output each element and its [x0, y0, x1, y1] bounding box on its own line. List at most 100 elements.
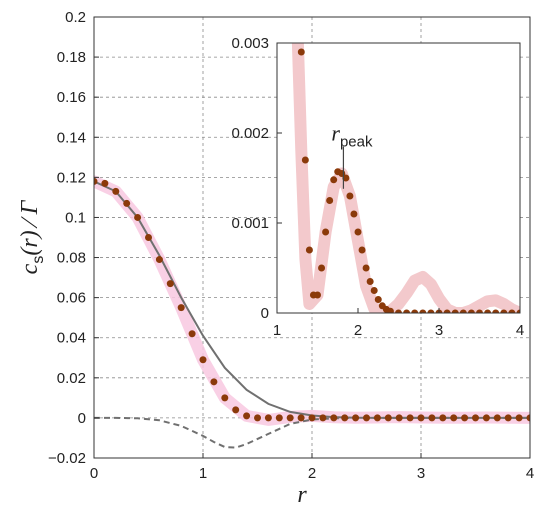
main-series-dot	[461, 414, 469, 422]
main-y-tick-label: 0.1	[65, 209, 86, 226]
inset-series-dot	[419, 309, 427, 313]
main-series-dot	[363, 414, 370, 422]
main-series-dot	[232, 406, 240, 414]
inset-series-dot	[346, 192, 354, 200]
inset-y-tick-label: 0	[261, 305, 269, 322]
inset-series-dot	[386, 307, 394, 313]
main-x-axis-title: r	[297, 482, 307, 508]
inset-series-dot	[370, 287, 378, 294]
inset-y-tick-label: 0.003	[231, 35, 269, 52]
main-series-dot	[439, 414, 447, 422]
inset-x-tick-label: 2	[354, 322, 362, 339]
main-x-tick-label: 2	[308, 465, 316, 482]
inset-series-dot	[500, 309, 508, 313]
main-series-dot	[254, 414, 261, 422]
inset-series-dot	[484, 309, 492, 313]
main-series-group	[94, 175, 530, 449]
main-series-dot	[210, 378, 218, 386]
inset-series-dot	[516, 309, 520, 313]
main-x-tick-label: 3	[417, 465, 425, 482]
main-y-axis-title: cs(r) ∕ Γ	[17, 199, 47, 274]
inset-series-dot	[508, 309, 516, 313]
main-series-dot	[373, 414, 381, 422]
main-x-tick-label: 0	[90, 465, 98, 482]
inset-series-dot	[374, 296, 382, 303]
inset-series-dot	[443, 309, 451, 313]
y-title-sep: ∕	[17, 214, 43, 230]
main-y-tick-label: 0.16	[57, 89, 86, 106]
main-series-dot	[319, 414, 327, 422]
main-series-dot	[286, 414, 294, 422]
main-series-dot	[493, 414, 501, 422]
inset-series-dot	[403, 309, 411, 313]
main-x-tick-label: 4	[526, 465, 534, 482]
inset-y-tick-label: 0.002	[231, 125, 269, 142]
main-series-dot	[406, 414, 414, 422]
main-y-tick-label: 0.08	[57, 250, 86, 267]
main-series-dot	[199, 356, 207, 364]
inset-series-dot	[467, 309, 475, 313]
inset-frame	[276, 42, 521, 314]
inset-series-dot	[354, 228, 362, 236]
main-series-solid-line	[94, 180, 530, 419]
main-series-dot	[188, 330, 196, 338]
inset-series-dot	[342, 174, 350, 182]
inset-series-dot	[459, 309, 467, 313]
inset-series-dot	[362, 264, 370, 272]
main-series-dot	[395, 414, 403, 422]
inset-series-dot	[395, 309, 402, 313]
inset-x-tick-label: 4	[516, 322, 524, 339]
main-series-dot	[123, 199, 131, 207]
y-title-gamma: Γ	[17, 199, 43, 215]
main-series-dot	[221, 394, 229, 402]
inset-series-dot	[301, 156, 309, 164]
main-series-dot	[330, 414, 338, 422]
main-series-dashed-line	[94, 416, 530, 449]
inset-series-dot	[297, 48, 305, 56]
inset-series-dot	[326, 197, 334, 204]
inset-series-dot	[330, 176, 338, 184]
main-series-dot	[112, 187, 120, 195]
inset-series-dot	[492, 309, 500, 313]
inset-y-tick-label: 0.001	[231, 215, 269, 232]
main-series-dot	[482, 414, 490, 422]
main-x-tick-label: 1	[199, 465, 207, 482]
main-series-dot	[417, 414, 425, 422]
main-y-tick-label: −0.02	[48, 450, 86, 467]
y-title-arg: (r)	[17, 230, 43, 255]
inset-series-dot	[476, 309, 483, 313]
main-y-tick-label: 0	[78, 410, 86, 427]
main-series-dot	[515, 414, 523, 422]
main-y-tick-label: 0.04	[57, 330, 86, 347]
inset-series-dot	[322, 228, 330, 236]
main-series-dot	[472, 414, 479, 422]
main-series-dot	[101, 179, 109, 187]
main-y-tick-label: 0.14	[57, 129, 86, 146]
inset-x-tick-label: 1	[273, 322, 281, 339]
inset-series-dot	[305, 246, 313, 254]
main-y-tick-label: 0.06	[57, 290, 86, 307]
inset-series-dot	[318, 264, 326, 272]
main-series-dot	[264, 414, 272, 422]
main-series-dot	[450, 414, 458, 422]
main-series-dot	[275, 414, 283, 422]
inset-plot-area	[277, 43, 520, 313]
inset-series-dot	[427, 309, 435, 313]
main-series-dot	[145, 234, 152, 241]
main-series-dot	[428, 414, 436, 422]
rpeak-r: r	[331, 121, 340, 146]
main-series-dot	[384, 414, 392, 422]
rpeak-annotation-label: rpeak	[331, 121, 373, 151]
main-y-tick-label: 0.12	[57, 169, 86, 186]
main-series-dot	[526, 414, 530, 422]
inset-series-dot	[358, 246, 366, 254]
inset-series-dot	[366, 278, 374, 285]
main-series-dot	[177, 304, 185, 312]
main-y-tick-label: 0.18	[57, 49, 86, 66]
inset-series-dot	[411, 309, 419, 313]
main-series-dot	[504, 414, 512, 422]
main-y-tick-label: 0.02	[57, 370, 86, 387]
main-series-dot	[243, 412, 251, 420]
main-series-dot	[341, 414, 349, 422]
